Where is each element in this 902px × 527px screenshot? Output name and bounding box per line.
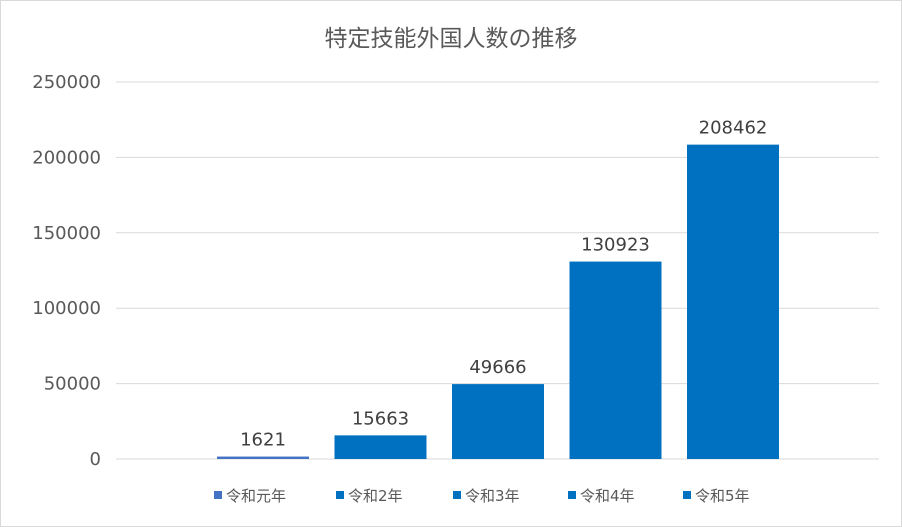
y-tick-label-2: 100000 [32,298,101,319]
legend-swatch-1 [214,491,222,499]
legend-swatch-2 [336,491,344,499]
data-label-5: 208462 [699,118,768,139]
bar-2 [334,435,427,459]
data-labels: 1621 15663 49666 130923 208462 [240,118,767,451]
legend-label-1: 令和元年 [226,487,286,505]
bar-5 [687,144,779,460]
data-label-4: 130923 [581,235,650,256]
legend-label-5: 令和5年 [695,487,750,505]
legend-label-2: 令和2年 [348,487,403,505]
y-tick-label-1: 50000 [44,374,101,395]
data-label-3: 49666 [469,357,526,378]
bar-1 [217,456,309,459]
data-label-1: 1621 [240,430,286,451]
y-tick-label-0: 0 [90,449,101,470]
bars [217,144,779,460]
chart-title: 特定技能外国人数の推移 [325,26,578,52]
legend-swatch-3 [453,491,461,499]
y-tick-label-4: 200000 [32,147,101,168]
legend-swatch-4 [568,491,576,499]
y-tick-label-3: 150000 [32,223,101,244]
bar-4 [569,261,662,459]
legend-label-3: 令和3年 [465,487,520,505]
legend: 令和元年 令和2年 令和3年 令和4年 令和5年 [214,487,750,505]
legend-label-4: 令和4年 [580,487,635,505]
y-tick-label-5: 250000 [32,72,101,93]
legend-swatch-5 [683,491,691,499]
y-axis: 0 50000 100000 150000 200000 250000 [32,72,101,470]
bar-3 [452,384,544,459]
data-label-2: 15663 [352,408,409,429]
